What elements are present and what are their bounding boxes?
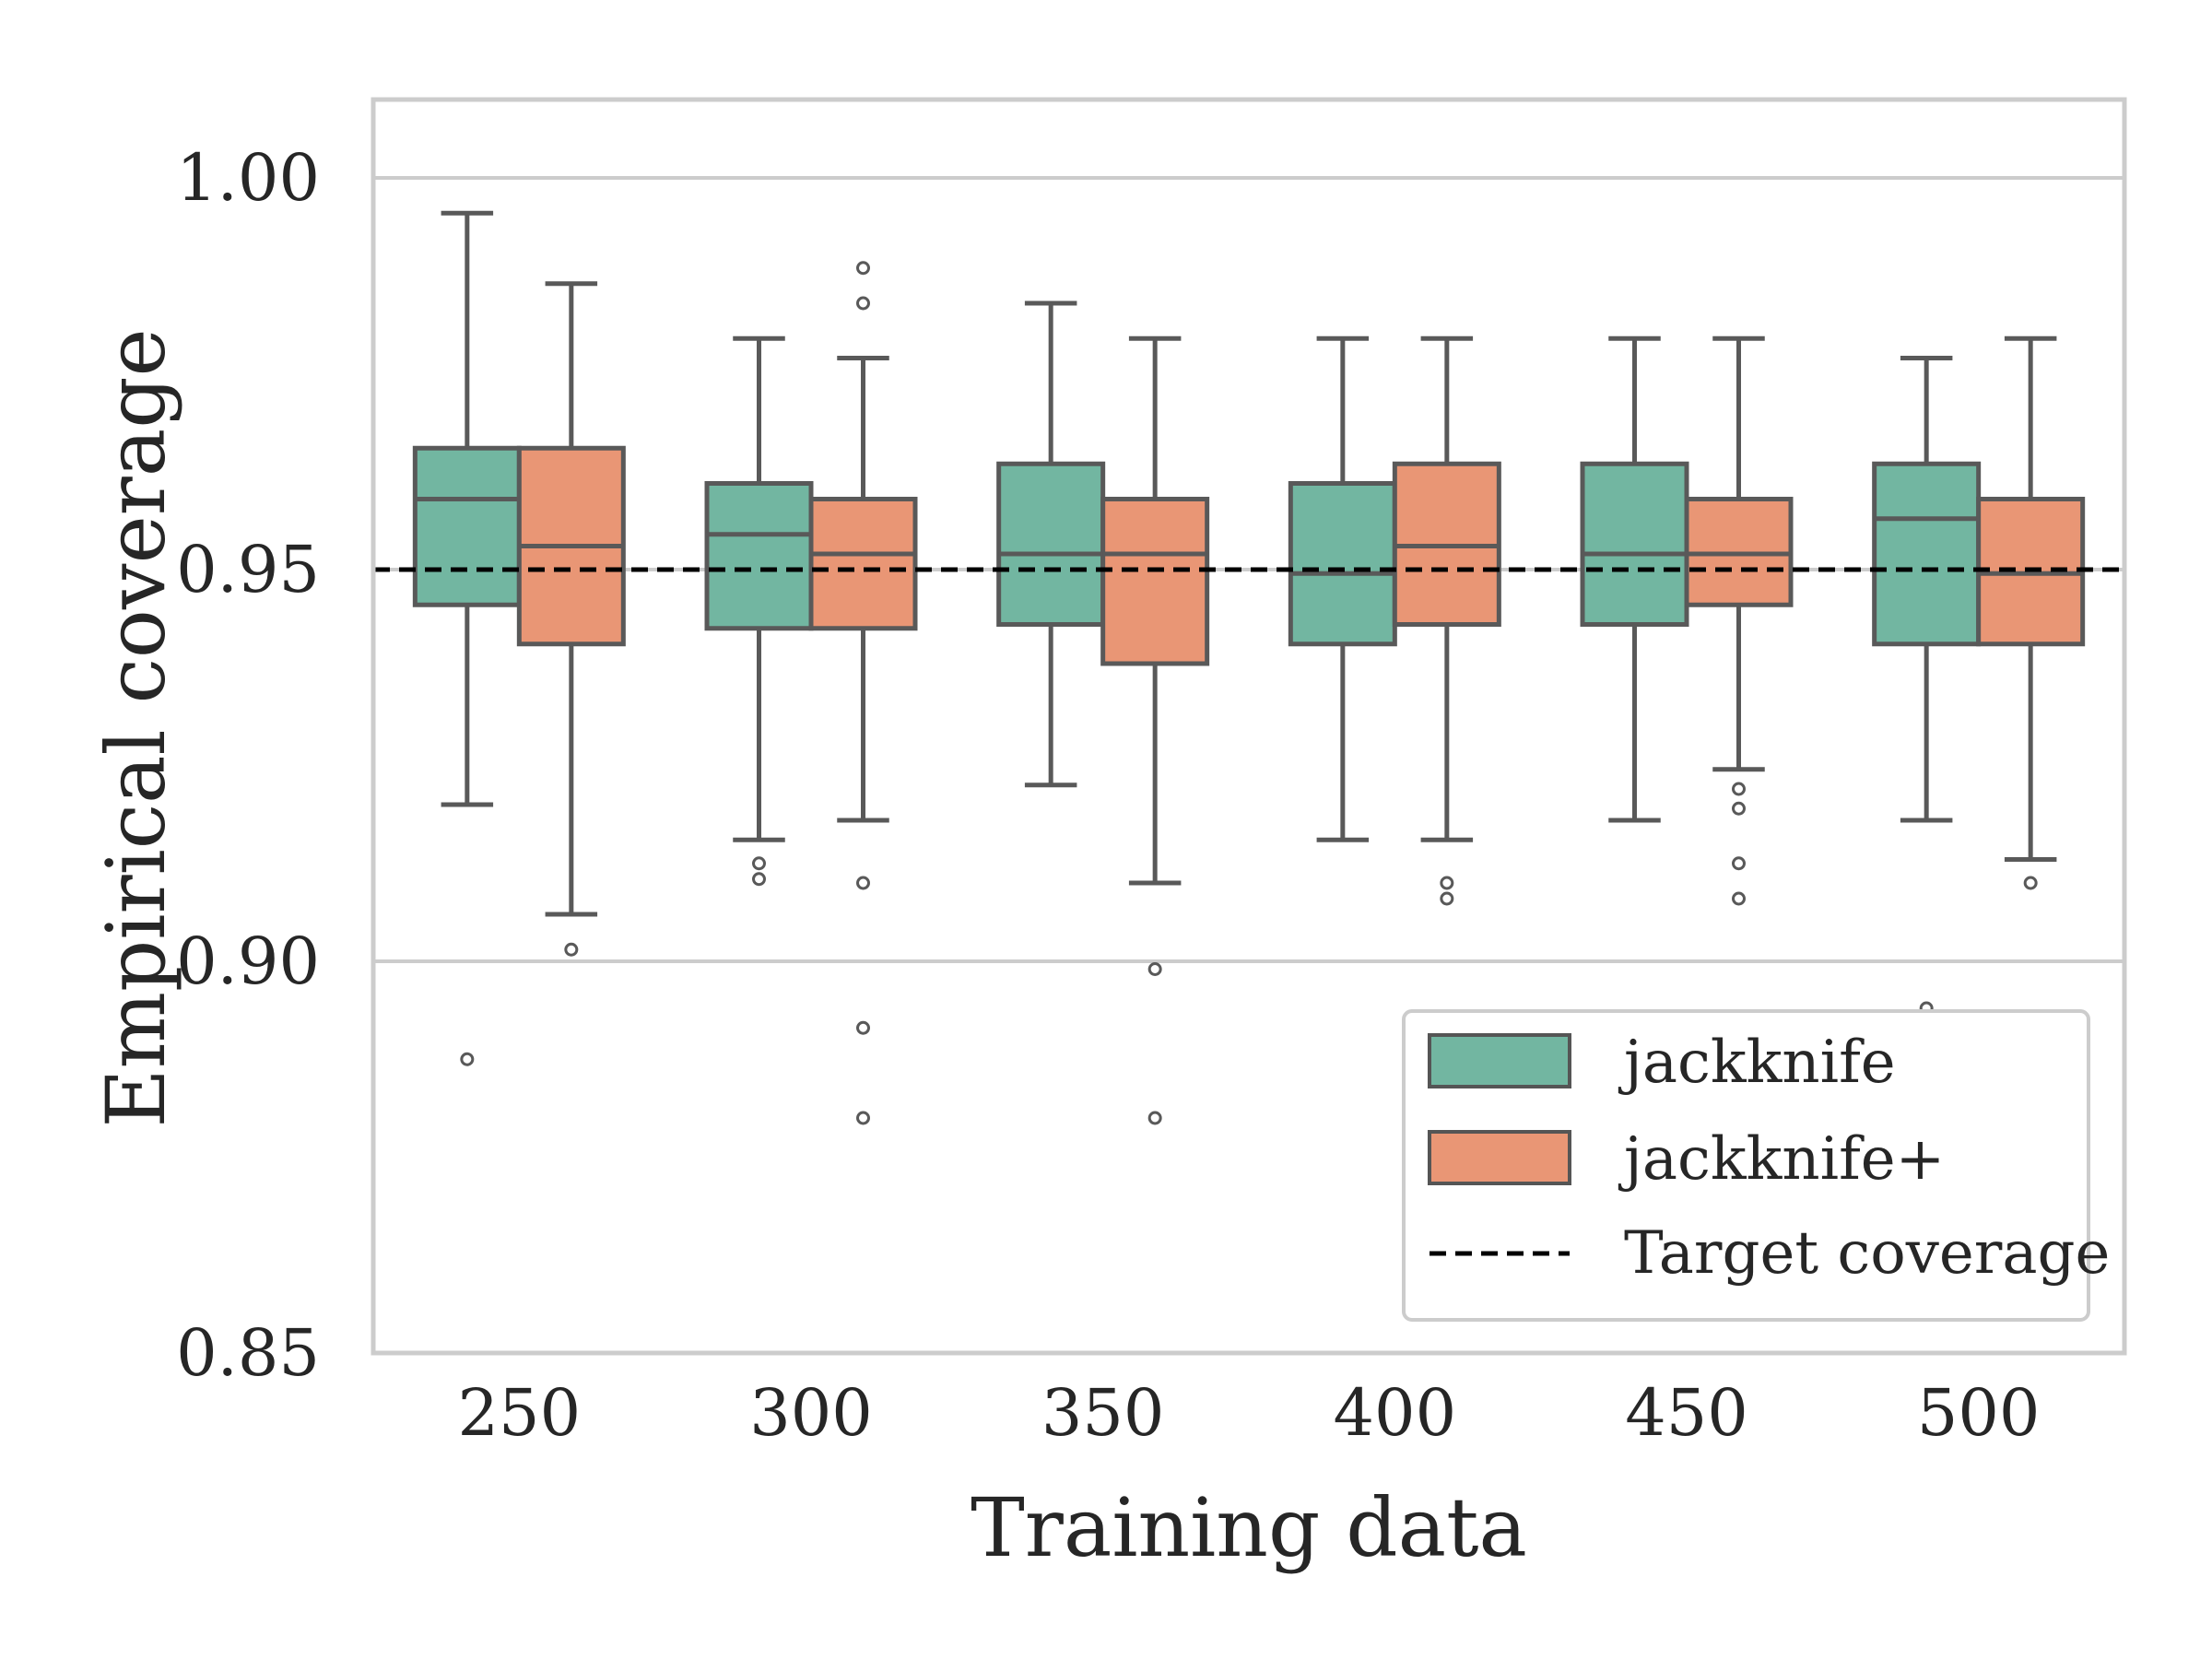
outlier-point — [1440, 891, 1454, 906]
legend-label-target: Target coverage — [1624, 1219, 2110, 1288]
boxes — [412, 210, 2086, 1125]
legend-label-jackknife: jackknife — [1618, 1029, 1896, 1097]
outlier-point — [1732, 891, 1746, 906]
box-group — [704, 335, 814, 887]
x-tick-label: 250 — [458, 1375, 582, 1451]
box-group — [808, 261, 918, 1125]
box-group — [516, 281, 626, 957]
outlier-point — [856, 1020, 870, 1035]
box-group — [1976, 335, 2086, 890]
outlier-point — [1732, 801, 1746, 816]
plot-area-frame — [371, 97, 2127, 1356]
outlier-point — [856, 1111, 870, 1125]
box-group — [1392, 335, 1501, 906]
box-iqr — [1872, 461, 1982, 647]
box-group — [996, 300, 1106, 788]
box-iqr — [1100, 497, 1210, 666]
outlier-point — [1732, 782, 1746, 796]
x-tick-label: 500 — [1917, 1375, 2041, 1451]
outlier-point — [752, 872, 766, 887]
x-tick-label: 400 — [1334, 1375, 1457, 1451]
box-iqr — [996, 461, 1106, 627]
y-axis-ticks: 0.85 0.90 0.95 1.00 — [176, 140, 320, 1391]
x-axis-title: Training data — [971, 1480, 1527, 1575]
outlier-point — [752, 856, 766, 871]
box-group — [1288, 335, 1397, 842]
x-tick-label: 350 — [1041, 1375, 1165, 1451]
legend: jackknife jackknife+ Target coverage — [1402, 1009, 2110, 1322]
box-iqr — [412, 445, 522, 607]
legend-label-jackknife-plus: jackknife+ — [1618, 1125, 1945, 1194]
outlier-point — [1440, 876, 1454, 890]
box-iqr — [808, 497, 918, 631]
box-iqr — [1580, 461, 1689, 627]
box-iqr — [704, 481, 814, 631]
y-tick-label: 0.90 — [176, 924, 320, 999]
y-tick-label: 1.00 — [176, 140, 320, 216]
box-group — [1100, 335, 1210, 1125]
box-group — [1872, 356, 1982, 1016]
y-tick-label: 0.95 — [176, 532, 320, 607]
y-axis-title: Empirical coverage — [88, 328, 183, 1127]
outlier-point — [1732, 856, 1746, 871]
x-tick-label: 450 — [1625, 1375, 1748, 1451]
outlier-point — [856, 261, 870, 276]
outlier-point — [460, 1052, 475, 1066]
outlier-point — [1147, 1111, 1162, 1125]
outlier-point — [1147, 962, 1162, 976]
legend-frame — [1402, 1009, 2090, 1322]
outlier-point — [856, 296, 870, 311]
box-group — [412, 210, 522, 1066]
x-axis-ticks: 250 300 350 400 450 500 — [458, 1375, 2041, 1451]
box-iqr — [1288, 481, 1397, 647]
outlier-point — [2023, 876, 2038, 890]
box-group — [1580, 335, 1689, 823]
legend-swatch-jackknife — [1428, 1033, 1571, 1088]
legend-swatch-jackknife-plus — [1428, 1130, 1571, 1185]
box-group — [1684, 335, 1794, 906]
y-tick-label: 0.85 — [176, 1315, 320, 1391]
outlier-point — [856, 876, 870, 890]
x-tick-label: 300 — [749, 1375, 873, 1451]
outlier-point — [564, 942, 579, 957]
